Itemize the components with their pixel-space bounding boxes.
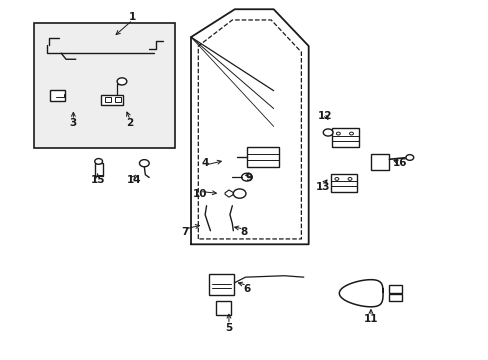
Text: 13: 13: [315, 182, 330, 192]
Text: 15: 15: [90, 175, 105, 185]
Bar: [330, 174, 357, 192]
Circle shape: [349, 132, 353, 135]
Circle shape: [95, 158, 102, 164]
Bar: [50, 90, 65, 101]
Bar: [216, 301, 230, 315]
Text: 5: 5: [225, 323, 232, 333]
Circle shape: [405, 155, 413, 160]
Text: 16: 16: [392, 158, 407, 168]
Text: 1: 1: [129, 13, 136, 22]
Bar: [95, 163, 102, 176]
Circle shape: [336, 132, 340, 135]
Bar: [115, 98, 120, 103]
Circle shape: [241, 173, 252, 181]
Bar: [105, 98, 111, 103]
Circle shape: [334, 177, 338, 180]
Bar: [34, 23, 175, 148]
Bar: [388, 294, 401, 301]
Text: 3: 3: [70, 118, 77, 128]
Text: 7: 7: [181, 227, 188, 237]
Bar: [331, 128, 358, 147]
Text: 2: 2: [126, 118, 134, 128]
Circle shape: [139, 159, 149, 167]
Bar: [246, 147, 278, 167]
Text: 8: 8: [241, 227, 247, 237]
Text: 14: 14: [126, 175, 141, 185]
Circle shape: [117, 78, 126, 85]
Circle shape: [347, 177, 351, 180]
Text: 12: 12: [317, 111, 331, 121]
Bar: [101, 95, 122, 105]
Bar: [370, 154, 388, 170]
Text: 9: 9: [245, 173, 252, 183]
Bar: [388, 285, 401, 293]
Text: 11: 11: [363, 314, 377, 324]
Circle shape: [323, 129, 332, 136]
Text: 4: 4: [202, 158, 209, 168]
Bar: [208, 274, 234, 295]
Text: 6: 6: [243, 284, 250, 294]
Circle shape: [233, 189, 245, 198]
Text: 10: 10: [192, 189, 206, 199]
